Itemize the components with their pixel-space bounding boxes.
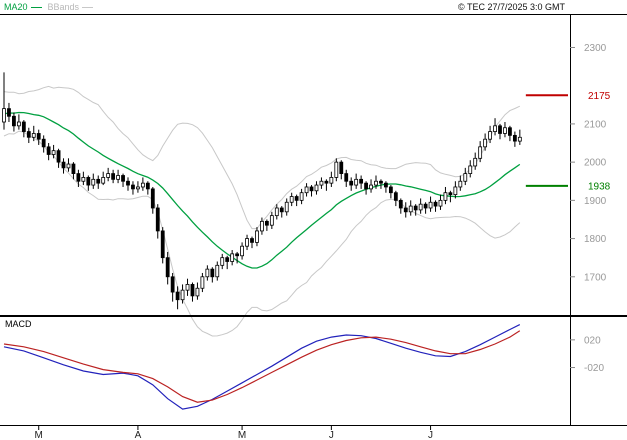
svg-text:A: A [135,430,142,440]
svg-text:J: J [329,430,334,440]
svg-text:J: J [428,430,433,440]
svg-text:1700: 1700 [584,272,607,283]
svg-text:2300: 2300 [584,43,607,54]
svg-text:2175: 2175 [588,91,611,102]
copyright-text: © TEC 27/7/2025 3:0 GMT [457,2,565,12]
svg-text:2000: 2000 [584,158,607,169]
svg-text:M: M [238,430,246,440]
svg-text:1900: 1900 [584,196,607,207]
svg-text:2100: 2100 [584,119,607,130]
bbands-line-swatch [82,6,94,8]
legend-bbands-label: BBands [47,2,80,12]
svg-text:1938: 1938 [588,181,611,192]
svg-text:1800: 1800 [584,234,607,245]
svg-text:-020: -020 [584,363,604,374]
legend-ma20-label: MA20 [4,2,28,12]
macd-panel-label: MACD [5,319,32,329]
ma20-line-swatch [30,6,42,8]
svg-text:020: 020 [584,335,601,346]
svg-text:M: M [35,430,43,440]
chart-legend: MA20 BBands © TEC 27/7/2025 3:0 GMT [4,1,623,14]
